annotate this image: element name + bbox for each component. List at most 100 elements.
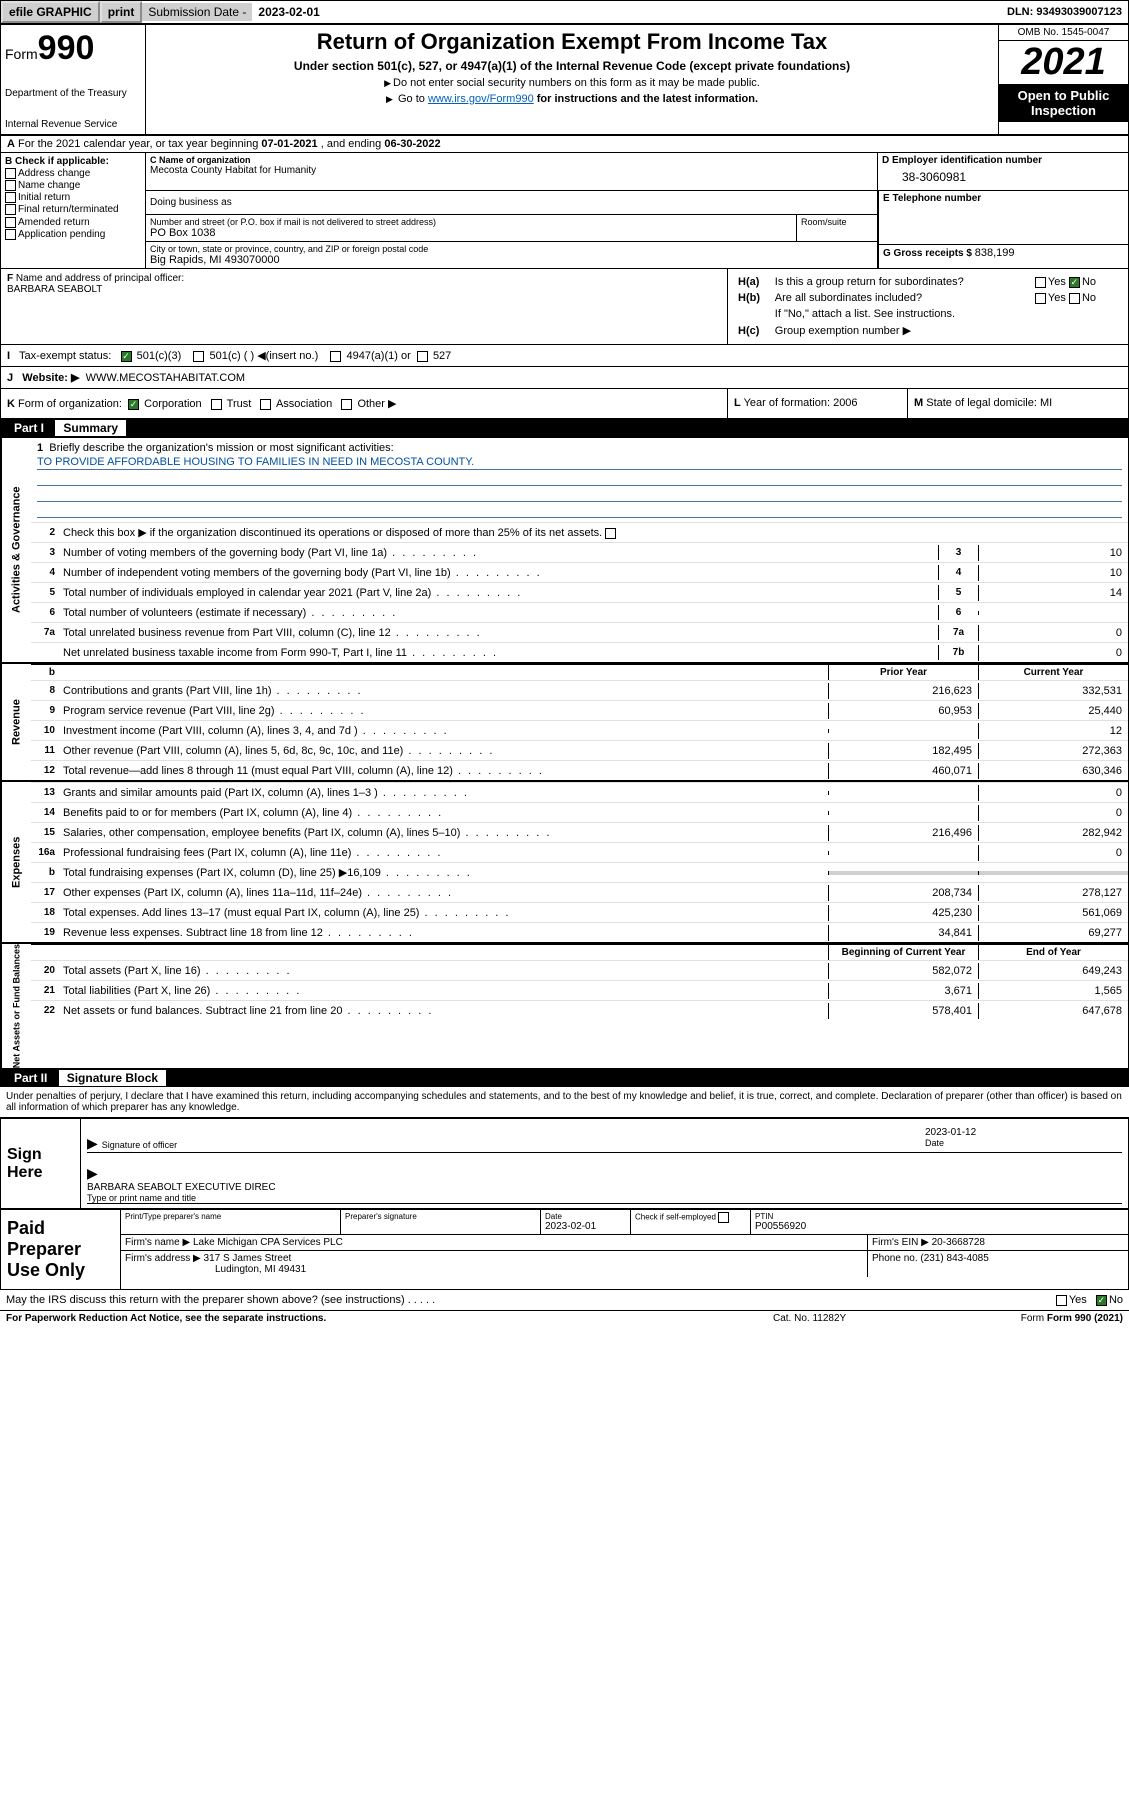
prep-selfemp: Check if self-employed	[635, 1212, 746, 1223]
gross-label: G Gross receipts $	[883, 248, 975, 259]
addr-row: Number and street (or P.O. box if mail i…	[146, 215, 878, 268]
sidebar-expenses: Expenses	[1, 782, 31, 942]
section-netassets: Net Assets or Fund Balances Beginning of…	[1, 944, 1128, 1068]
chk-501c[interactable]	[193, 351, 204, 362]
irs-link[interactable]: www.irs.gov/Form990	[428, 93, 534, 105]
tel-label: E Telephone number	[883, 193, 1124, 204]
header-right: OMB No. 1545-0047 2021 Open to Public In…	[998, 25, 1128, 134]
section-revenue: Revenue b Prior Year Current Year 8 Cont…	[1, 664, 1128, 782]
col-b-checkboxes: B Check if applicable: Address change Na…	[1, 153, 146, 268]
hb-yes-chk[interactable]	[1035, 293, 1046, 304]
line2-chk[interactable]	[605, 528, 616, 539]
sidebar-governance: Activities & Governance	[1, 438, 31, 662]
rev-row: 10 Investment income (Part VIII, column …	[31, 720, 1128, 740]
part2-title: Signature Block	[59, 1070, 166, 1086]
rev-row: 12 Total revenue—add lines 8 through 11 …	[31, 760, 1128, 780]
dba-label: Doing business as	[150, 197, 232, 208]
gov-row: 4 Number of independent voting members o…	[31, 562, 1128, 582]
line-2: 2 Check this box ▶ if the organization d…	[31, 522, 1128, 542]
print-button[interactable]: print	[100, 1, 143, 23]
gov-row: 7a Total unrelated business revenue from…	[31, 622, 1128, 642]
col-b-label: B Check if applicable:	[5, 156, 109, 167]
cat-no: Cat. No. 11282Y	[773, 1313, 973, 1324]
header-left: Form990 Department of the Treasury Inter…	[1, 25, 146, 134]
ein-value: 38-3060981	[882, 166, 1124, 188]
hb-no-chk[interactable]	[1069, 293, 1080, 304]
ptin-value: P00556920	[755, 1221, 1124, 1232]
firm-ein: 20-3668728	[932, 1237, 985, 1248]
chk-initial-return[interactable]: Initial return	[5, 192, 141, 203]
na-row: 21 Total liabilities (Part X, line 26) 3…	[31, 980, 1128, 1000]
chk-trust[interactable]	[211, 399, 222, 410]
addr-label: Number and street (or P.O. box if mail i…	[150, 217, 792, 227]
hint-link: Go to www.irs.gov/Form990 for instructio…	[154, 93, 990, 105]
phone-value: (231) 843-4085	[920, 1253, 988, 1264]
sig-block: Sign Here Signature of officer 2023-01-1…	[0, 1118, 1129, 1209]
rev-row: 11 Other revenue (Part VIII, column (A),…	[31, 740, 1128, 760]
chk-4947[interactable]	[330, 351, 341, 362]
chk-amended[interactable]: Amended return	[5, 217, 141, 228]
dba-row: Doing business as	[146, 191, 878, 215]
na-cy-hdr: End of Year	[978, 945, 1128, 960]
city-label: City or town, state or province, country…	[150, 244, 873, 254]
topbar: efile GRAPHIC print Submission Date - 20…	[0, 0, 1129, 24]
rev-row: 8 Contributions and grants (Part VIII, l…	[31, 680, 1128, 700]
row-a-mid: , and ending	[318, 138, 385, 150]
form-footer: Form 990 (2021)	[1047, 1313, 1123, 1324]
discuss-no-chk[interactable]	[1096, 1295, 1107, 1306]
row-a-label: A	[7, 138, 15, 150]
gov-row: 6 Total number of volunteers (estimate i…	[31, 602, 1128, 622]
footer-final: For Paperwork Reduction Act Notice, see …	[0, 1311, 1129, 1326]
chk-app-pending[interactable]: Application pending	[5, 229, 141, 240]
row-a: A For the 2021 calendar year, or tax yea…	[0, 135, 1129, 153]
chk-assoc[interactable]	[260, 399, 271, 410]
inspection-badge: Open to Public Inspection	[999, 84, 1128, 122]
form-word: Form	[5, 46, 38, 62]
i-text: Tax-exempt status:	[19, 350, 111, 362]
tel-value	[883, 204, 1124, 212]
prep-date: 2023-02-01	[545, 1221, 626, 1232]
na-py-hdr: Beginning of Current Year	[828, 945, 978, 960]
year-begin: 07-01-2021	[261, 138, 317, 150]
section-governance: Activities & Governance 1 Briefly descri…	[1, 438, 1128, 664]
sidebar-netassets: Net Assets or Fund Balances	[1, 944, 31, 1068]
chk-527[interactable]	[417, 351, 428, 362]
hint-post: for instructions and the latest informat…	[534, 93, 758, 105]
preparer-label: Paid Preparer Use Only	[1, 1210, 121, 1289]
subdate-value: 2023-02-01	[252, 3, 325, 21]
j-text: Website: ▶	[22, 372, 79, 384]
preparer-block: Paid Preparer Use Only Print/Type prepar…	[0, 1209, 1129, 1290]
part1-header: Part I Summary	[0, 419, 1129, 437]
ha-no-chk[interactable]	[1069, 277, 1080, 288]
ein-block: D Employer identification number 38-3060…	[878, 153, 1128, 191]
ha-yes-chk[interactable]	[1035, 277, 1046, 288]
mission-line3	[37, 488, 1122, 502]
officer-name: BARBARA SEABOLT	[7, 284, 102, 295]
hint-pre: Go to	[398, 93, 428, 105]
chk-corp[interactable]	[128, 399, 139, 410]
chk-selfemp[interactable]	[718, 1212, 729, 1223]
exp-row: 14 Benefits paid to or for members (Part…	[31, 802, 1128, 822]
omb-number: OMB No. 1545-0047	[999, 25, 1128, 41]
hint-ssn: Do not enter social security numbers on …	[154, 77, 990, 89]
chk-final-return[interactable]: Final return/terminated	[5, 204, 141, 215]
chk-name-change[interactable]: Name change	[5, 180, 141, 191]
firm-addr-label: Firm's address ▶	[125, 1253, 201, 1264]
exp-row: 13 Grants and similar amounts paid (Part…	[31, 782, 1128, 802]
chk-address-change[interactable]: Address change	[5, 168, 141, 179]
website-url: WWW.MECOSTAHABITAT.COM	[86, 372, 246, 384]
part2-num: Part II	[6, 1071, 55, 1085]
chk-other[interactable]	[341, 399, 352, 410]
discuss-yes-chk[interactable]	[1056, 1295, 1067, 1306]
f-text: Name and address of principal officer:	[16, 273, 184, 284]
mission-num: 1	[37, 442, 43, 454]
form-title: Return of Organization Exempt From Incom…	[154, 29, 990, 55]
chk-501c3[interactable]	[121, 351, 132, 362]
line2-num: 2	[31, 525, 59, 540]
firm-ein-label: Firm's EIN ▶	[872, 1237, 929, 1248]
form-990-number: 990	[38, 29, 95, 67]
exp-row: 19 Revenue less expenses. Subtract line …	[31, 922, 1128, 942]
irs-label: Internal Revenue Service	[5, 119, 141, 130]
row-l: L Year of formation: 2006	[728, 389, 908, 418]
sig-intro: Under penalties of perjury, I declare th…	[0, 1087, 1129, 1118]
